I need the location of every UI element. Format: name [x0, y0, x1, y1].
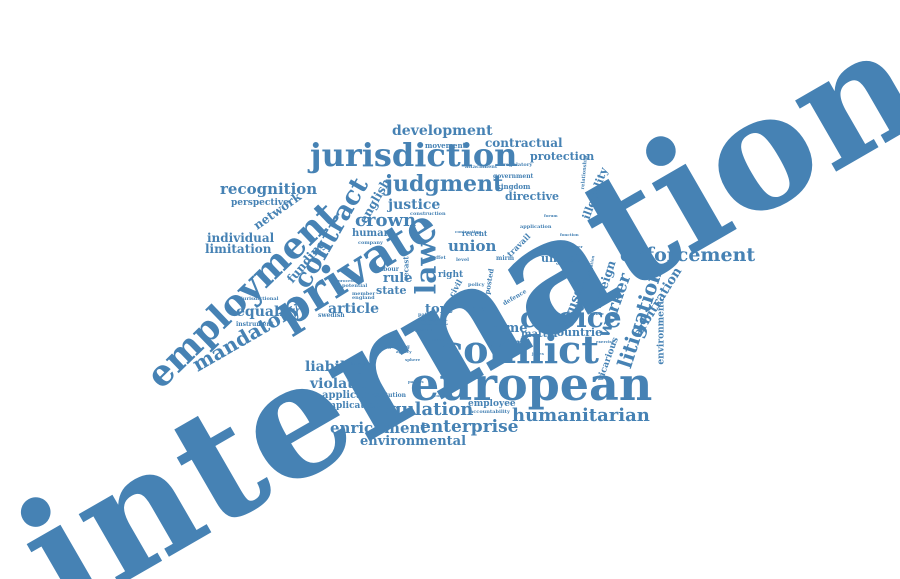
word-ordre: ordre — [432, 337, 445, 342]
word-judgment: judgment — [385, 171, 504, 197]
word-crown: crown — [355, 210, 417, 231]
word-development: development — [392, 123, 493, 139]
word-agency: agency — [396, 349, 412, 354]
word-england: england — [352, 295, 375, 301]
word-environment: environment — [656, 300, 667, 365]
word-swedish: swedish — [318, 312, 345, 319]
word-directive: directive — [505, 190, 560, 203]
word-recast: recast — [401, 256, 411, 281]
word-liability: liability — [305, 359, 366, 375]
word-policy: policy — [468, 282, 485, 288]
word-contractual: contractual — [485, 136, 563, 150]
word-jurisdictional: jurisdictional — [241, 296, 279, 302]
word-court: court — [421, 318, 448, 328]
word-fonction: fonction — [560, 232, 579, 237]
word-jones: jones — [532, 351, 544, 356]
word-enterprise: enterprise — [420, 417, 519, 437]
word-public: public — [590, 311, 604, 316]
word-member: member — [352, 291, 376, 297]
word-state: state — [376, 284, 407, 297]
word-attachment: attachment — [465, 164, 498, 170]
word-labour: labour — [377, 266, 399, 273]
word-mirm: mirm — [496, 255, 515, 262]
word-environmental: environmental — [360, 434, 467, 449]
word-applicable: applicable — [322, 390, 380, 401]
word-implication: implication — [323, 401, 381, 411]
word-protection: protection — [530, 150, 595, 163]
word-union: union — [448, 237, 497, 255]
word-equality: equality — [236, 304, 300, 320]
word-kingdom: kingdom — [496, 182, 531, 191]
word-choice: choice — [520, 301, 622, 334]
word-enforcement: enforcement — [620, 244, 756, 266]
word-tort: tort — [425, 302, 453, 317]
word-third: third — [468, 304, 488, 313]
word-parties: parties — [408, 379, 424, 384]
word-matter: matter — [521, 329, 559, 340]
word-instrument: instrument — [236, 321, 274, 328]
word-countrie: countrie — [550, 326, 603, 339]
word-violation: violation — [310, 376, 379, 392]
word-movement: movement — [425, 141, 466, 150]
word-potential: potential — [342, 283, 368, 289]
word-limitation: limitation — [205, 242, 272, 256]
word-process: process — [338, 278, 356, 283]
word-regarding: regarding — [382, 344, 410, 350]
word-government: government — [493, 173, 534, 180]
word-principle: principle — [420, 317, 441, 322]
word-sphere: sphere — [405, 357, 421, 362]
word-jurisdiction: jurisdiction — [310, 136, 518, 174]
word-contracting: contracting — [455, 229, 482, 234]
word-human: human — [352, 228, 391, 239]
word-recent: recent — [462, 229, 488, 238]
word-product: product — [415, 327, 433, 332]
word-level: level — [456, 257, 470, 263]
word-law: law — [409, 241, 443, 295]
word-rule: rule — [383, 271, 413, 286]
word-exercise: exercise — [596, 339, 615, 344]
word-accountability: accountability — [470, 409, 510, 415]
word-restitution: restitution — [370, 392, 406, 399]
word-context: context — [434, 393, 451, 398]
word-forum: forum — [544, 213, 558, 218]
word-claim: claim — [488, 336, 525, 350]
word-individual: individual — [207, 231, 275, 245]
word-regulation: regulation — [368, 399, 474, 420]
word-company: company — [358, 240, 383, 246]
word-application: application — [520, 224, 552, 230]
word-regulatory: regulatory — [503, 162, 533, 168]
word-framework: framework — [350, 361, 375, 366]
word-humanitarian: humanitarian — [512, 405, 650, 426]
word-conflict: conflict — [440, 327, 599, 372]
word-unjust: unjust — [541, 252, 581, 265]
word-article: article — [328, 301, 379, 317]
word-enrichment: enrichment — [330, 419, 428, 437]
word-effet: effet — [433, 255, 446, 261]
word-patel: patel — [418, 312, 433, 318]
word-european: european — [410, 357, 653, 411]
word-perspective: perspective — [231, 198, 289, 208]
word-recognition: recognition — [220, 180, 318, 198]
word-construction: construction — [410, 211, 446, 217]
word-right: right — [438, 270, 464, 280]
word-rome: rome — [490, 321, 528, 336]
word-justice: justice — [388, 197, 441, 213]
word-employer: employer — [562, 244, 583, 249]
word-employee: employee — [468, 399, 516, 409]
